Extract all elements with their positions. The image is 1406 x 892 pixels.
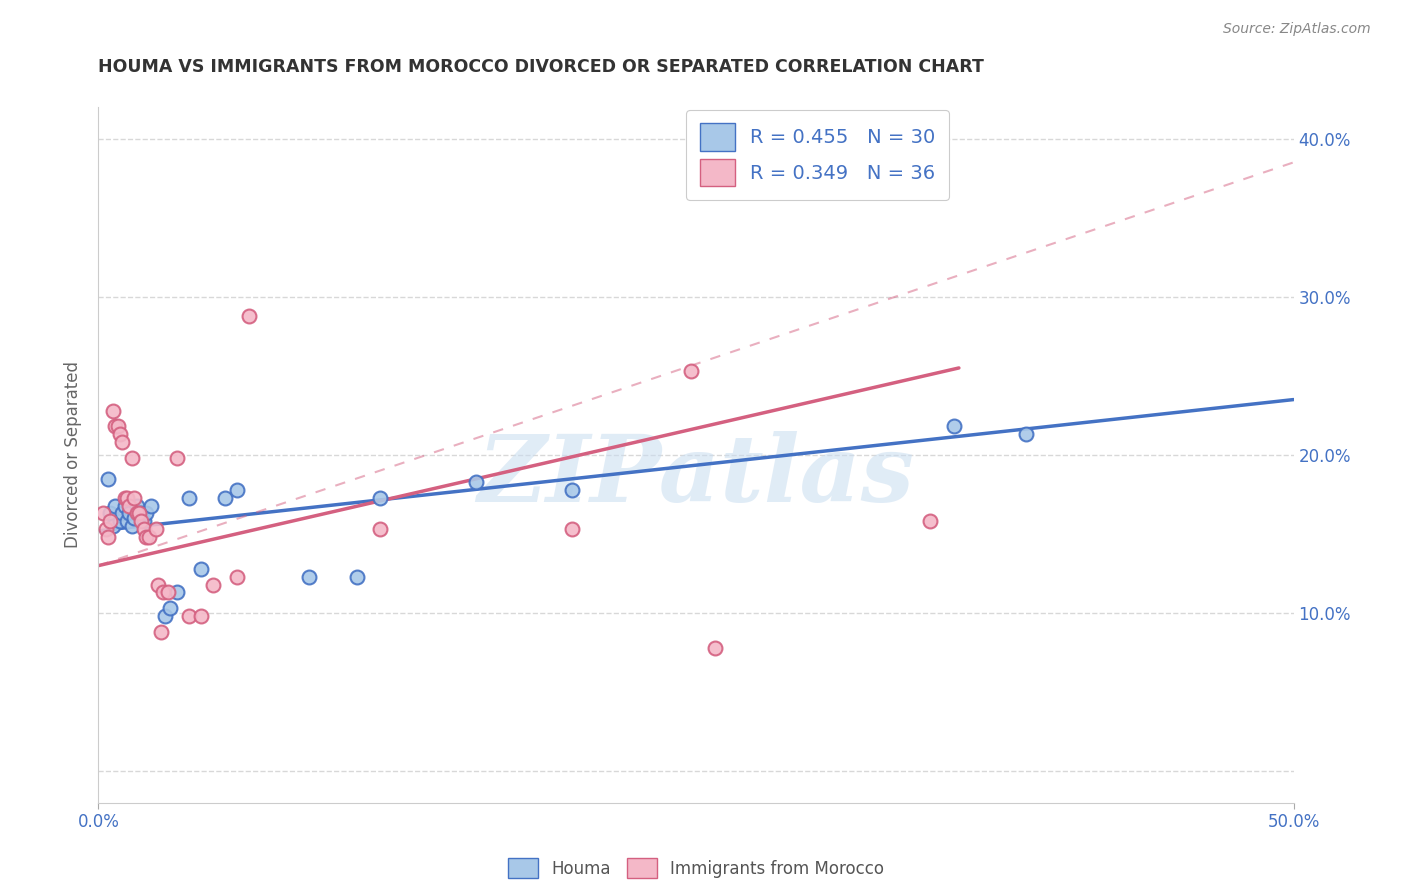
Point [111,435,134,450]
Point [190,609,212,624]
Legend: Houma, Immigrants from Morocco: Houma, Immigrants from Morocco [501,851,891,885]
Point [108,427,131,442]
Point [111,507,134,521]
Point [179,609,201,624]
Point [159,601,181,615]
Point [98,514,122,528]
Point [101,519,124,533]
Point [132,522,155,536]
Point [465,475,488,489]
Point [1015,427,1038,442]
Point [128,507,150,521]
Point [91,507,114,521]
Point [214,491,236,505]
Point [139,499,162,513]
Point [155,609,177,624]
Point [115,491,138,505]
Point [166,451,188,466]
Point [190,562,212,576]
Point [135,507,157,521]
Point [561,522,583,536]
Point [125,507,148,521]
Point [943,419,966,434]
Point [148,577,170,591]
Point [118,507,141,521]
Point [298,570,321,584]
Point [121,451,143,466]
Point [104,419,127,434]
Point [97,472,120,486]
Point [131,507,153,521]
Text: HOUMA VS IMMIGRANTS FROM MOROCCO DIVORCED OR SEPARATED CORRELATION CHART: HOUMA VS IMMIGRANTS FROM MOROCCO DIVORCE… [98,58,984,76]
Point [681,364,703,378]
Point [97,530,120,544]
Point [94,522,117,536]
Point [920,514,942,528]
Point [132,514,155,528]
Point [98,507,122,521]
Point [561,483,583,497]
Point [114,499,136,513]
Point [138,530,160,544]
Point [179,491,201,505]
Text: ZIPatlas: ZIPatlas [478,431,914,521]
Point [108,514,131,528]
Point [118,499,141,513]
Point [115,514,138,528]
Point [104,499,127,513]
Point [166,585,188,599]
Point [114,491,136,505]
Point [238,309,260,323]
Point [202,577,225,591]
Point [156,585,179,599]
Point [131,514,153,528]
Text: Source: ZipAtlas.com: Source: ZipAtlas.com [1223,22,1371,37]
Point [124,491,146,505]
Point [101,403,124,417]
Point [124,511,146,525]
Point [704,640,727,655]
Point [135,530,157,544]
Point [370,522,392,536]
Point [226,483,249,497]
Point [145,522,167,536]
Point [107,419,129,434]
Point [125,499,148,513]
Point [226,570,249,584]
Y-axis label: Divorced or Separated: Divorced or Separated [65,361,83,549]
Point [149,625,172,640]
Point [346,570,368,584]
Point [121,519,143,533]
Point [370,491,392,505]
Point [152,585,174,599]
